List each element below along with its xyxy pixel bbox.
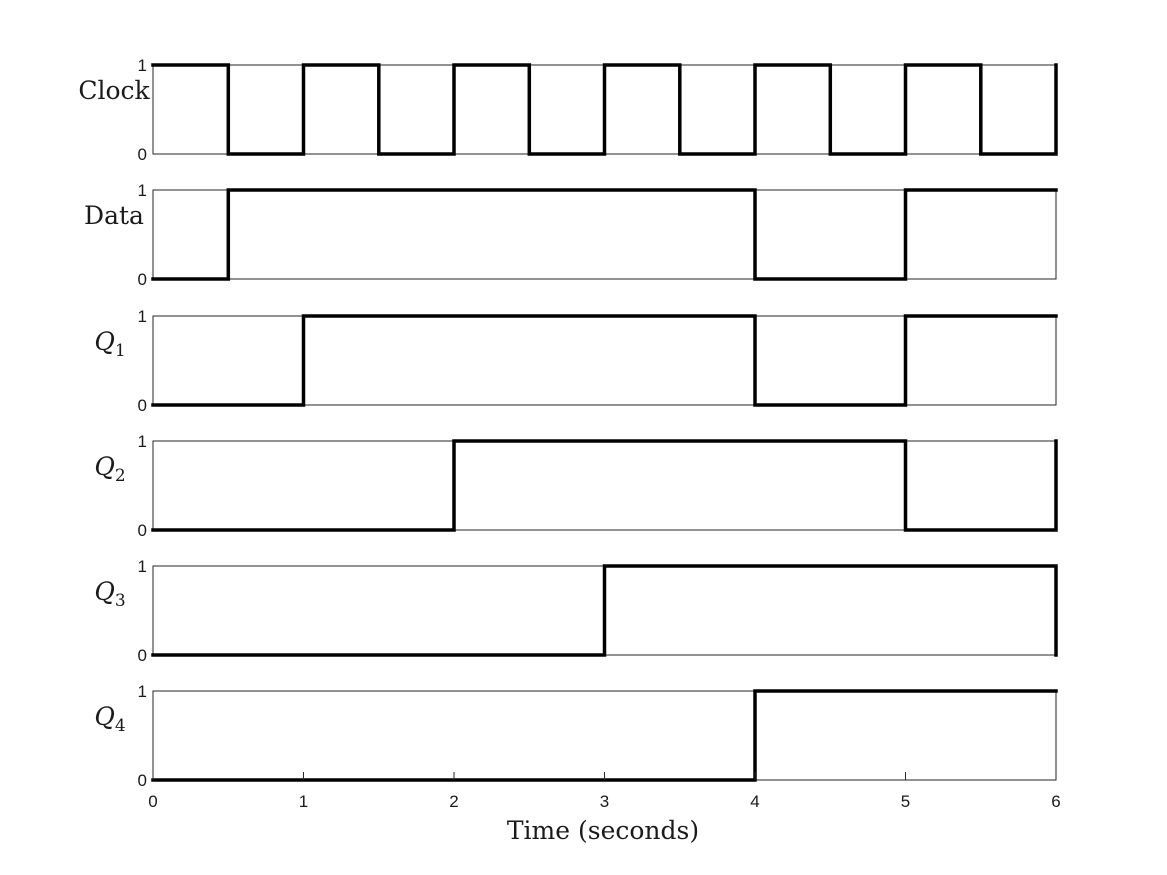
series-line-q1: [151, 314, 1058, 407]
panel-clock: 1 0 Clock: [78, 56, 1058, 164]
series-label: Data: [84, 201, 144, 230]
panel-q2: 1 0 Q2: [94, 432, 1058, 540]
y-tick-label: 1: [138, 682, 147, 701]
x-tick-label: 1: [299, 792, 308, 811]
plot-frame: [152, 189, 1057, 280]
series-label: Q1: [94, 327, 125, 361]
x-axis: 0 1 2 3 4 5 6: [148, 772, 1061, 811]
y-tick-label: 0: [138, 396, 147, 415]
x-tick-label: 2: [449, 792, 458, 811]
x-tick-label: 6: [1051, 792, 1060, 811]
x-tick-label: 5: [901, 792, 910, 811]
plot-frame: [152, 440, 1057, 531]
series-line-clock: [151, 63, 1058, 156]
x-tick-label: 4: [750, 792, 759, 811]
y-tick-label: 0: [138, 646, 147, 665]
y-tick-label: 1: [138, 557, 147, 576]
y-tick-label: 1: [138, 56, 147, 75]
panel-data: 1 0 Data: [84, 181, 1058, 289]
series-label: Q2: [94, 452, 125, 486]
y-tick-label: 1: [138, 307, 147, 326]
y-tick-label: 0: [138, 771, 147, 790]
x-axis-label: Time (seconds): [507, 816, 699, 845]
plot-frame: [152, 315, 1057, 406]
y-tick-label: 1: [138, 181, 147, 200]
y-tick-label: 0: [138, 145, 147, 164]
panel-q1: 1 0 Q1: [94, 307, 1058, 415]
series-label: Q3: [94, 577, 125, 611]
y-tick-label: 1: [138, 432, 147, 451]
series-line-q2: [151, 439, 1058, 532]
series-line-data: [151, 188, 1058, 281]
x-tick-label: 3: [600, 792, 609, 811]
y-tick-label: 0: [138, 270, 147, 289]
x-tick-label: 0: [148, 792, 157, 811]
y-tick-label: 0: [138, 521, 147, 540]
series-line-q3: [151, 564, 1058, 657]
panel-q4: 1 0 Q4: [94, 682, 1058, 790]
plot-frame: [152, 690, 1057, 781]
series-label: Q4: [94, 702, 125, 736]
panel-q3: 1 0 Q3: [94, 557, 1058, 665]
series-label: Clock: [78, 76, 150, 105]
